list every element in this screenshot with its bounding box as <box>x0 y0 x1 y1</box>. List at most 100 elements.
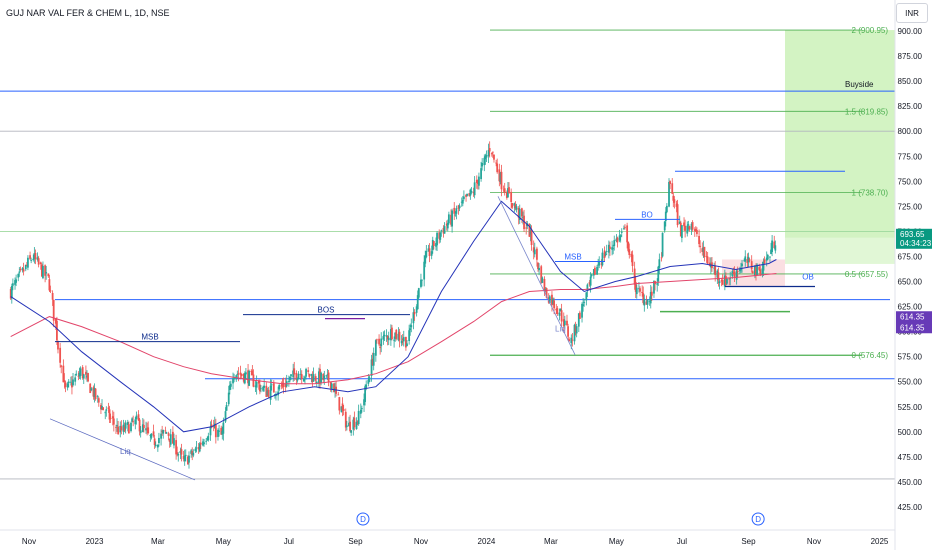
price-tick-label: 725.00 <box>898 202 923 211</box>
candle-body <box>669 181 671 184</box>
candle-body <box>575 326 578 334</box>
level-label: Buyside <box>845 80 874 89</box>
candle-body <box>436 232 438 246</box>
candle-body <box>607 244 610 253</box>
candle-body <box>520 208 523 217</box>
candle-body <box>85 371 87 375</box>
candle-body <box>179 451 182 453</box>
fib-label: 2 (900.95) <box>852 26 889 35</box>
candle-body <box>380 338 383 347</box>
candle-body <box>24 264 27 270</box>
candle-body <box>156 444 159 448</box>
candle-body <box>368 377 371 382</box>
candle-body <box>44 265 47 276</box>
dividend-marker[interactable] <box>356 512 370 526</box>
candle-body <box>326 374 329 375</box>
candle-body <box>323 375 326 380</box>
time-tick-label: 2025 <box>871 537 889 546</box>
candle-body <box>609 246 611 249</box>
candle-body <box>508 187 510 194</box>
candle-body <box>450 214 452 225</box>
candle-body <box>507 188 509 198</box>
candle-body <box>307 370 310 372</box>
candle-body <box>191 451 194 455</box>
candle-body <box>484 156 487 160</box>
candle-body <box>611 247 613 250</box>
candle-body <box>175 440 178 455</box>
candle-body <box>169 434 172 445</box>
candle-body <box>630 253 633 258</box>
candle-body <box>543 279 546 292</box>
candle-body <box>568 339 571 341</box>
candle-body <box>104 412 107 414</box>
candle-body <box>755 267 757 275</box>
candle-body <box>300 374 303 380</box>
candle-body <box>147 427 150 434</box>
currency-button[interactable]: INR <box>896 3 928 23</box>
price-tick-label: 750.00 <box>898 177 923 186</box>
candle-body <box>503 188 506 193</box>
candle-body <box>17 273 20 278</box>
candle-body <box>688 226 691 230</box>
candle-body <box>340 406 343 413</box>
candle-body <box>90 388 93 391</box>
fib-label: 0 (576.45) <box>852 351 889 360</box>
candle-body <box>443 226 446 234</box>
candle-body <box>597 264 600 266</box>
candle-body <box>297 373 300 380</box>
candle-body <box>510 191 513 202</box>
candle-body <box>82 374 85 379</box>
candle-body <box>242 373 245 382</box>
candle-body <box>532 247 535 253</box>
candle-body <box>470 191 473 193</box>
candle-body <box>227 392 230 405</box>
candle-body <box>615 238 618 242</box>
candle-body <box>280 385 283 387</box>
candle-body <box>589 276 592 286</box>
alt-price-label: 614.35 <box>900 323 925 332</box>
candle-body <box>566 320 568 326</box>
candle-body <box>567 326 569 337</box>
candle-body <box>356 420 359 422</box>
candle-body <box>240 373 243 376</box>
candle-body <box>620 231 623 233</box>
candle-body <box>714 266 717 276</box>
candle-body <box>446 222 449 229</box>
candle-body <box>405 336 407 348</box>
candle-body <box>498 169 501 182</box>
candle-body <box>130 422 132 432</box>
time-tick-label: 2024 <box>478 537 496 546</box>
candle-body <box>683 222 685 227</box>
candle-body <box>27 257 29 268</box>
candle-body <box>393 339 396 341</box>
candle-body <box>774 245 777 251</box>
candle-body <box>233 378 235 380</box>
price-tick-label: 650.00 <box>898 278 923 287</box>
candle-body <box>367 379 370 384</box>
price-tick-label: 775.00 <box>898 152 923 161</box>
fib-label: 1.5 (819.85) <box>845 107 888 116</box>
candle-body <box>207 435 210 441</box>
candle-body <box>247 370 249 384</box>
candle-body <box>585 292 588 301</box>
candle-body <box>322 374 325 381</box>
candle-body <box>570 337 573 344</box>
candle-body <box>488 148 491 152</box>
ob-label: OB <box>802 273 814 282</box>
dividend-marker[interactable] <box>751 512 765 526</box>
candle-body <box>424 255 427 264</box>
candle-body <box>720 279 723 282</box>
candle-body <box>571 339 574 341</box>
candle-body <box>668 182 670 207</box>
candle-body <box>145 428 147 431</box>
candle-body <box>412 312 415 324</box>
candle-body <box>282 382 285 387</box>
candle-body <box>135 415 138 420</box>
candle-body <box>656 283 659 285</box>
candle-body <box>594 267 596 275</box>
candle-body <box>751 271 754 273</box>
candle-body <box>350 430 353 433</box>
candle-body <box>149 435 152 436</box>
candle-body <box>69 381 72 383</box>
